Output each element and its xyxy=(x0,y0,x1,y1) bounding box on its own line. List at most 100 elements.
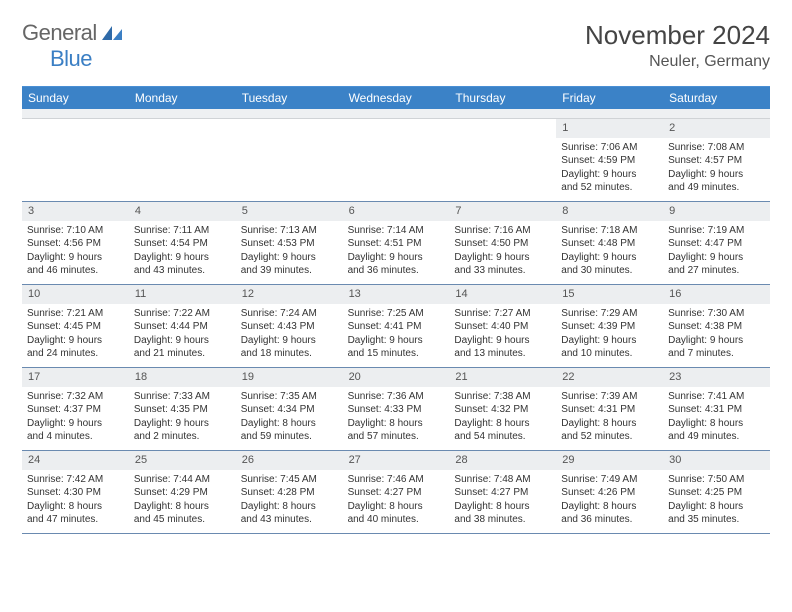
cell-sunset: Sunset: 4:29 PM xyxy=(134,486,231,500)
cell-daylight2: and 27 minutes. xyxy=(668,264,765,278)
date-number: 25 xyxy=(129,451,236,470)
cell-sunset: Sunset: 4:33 PM xyxy=(348,403,445,417)
cell-sunrise: Sunrise: 7:41 AM xyxy=(668,390,765,404)
calendar-cell: 18Sunrise: 7:33 AMSunset: 4:35 PMDayligh… xyxy=(129,368,236,450)
date-number: 17 xyxy=(22,368,129,387)
cell-daylight1: Daylight: 9 hours xyxy=(27,251,124,265)
cell-sunrise: Sunrise: 7:29 AM xyxy=(561,307,658,321)
cell-sunset: Sunset: 4:57 PM xyxy=(668,154,765,168)
cell-daylight2: and 36 minutes. xyxy=(348,264,445,278)
week-row: 17Sunrise: 7:32 AMSunset: 4:37 PMDayligh… xyxy=(22,368,770,451)
cell-sunset: Sunset: 4:59 PM xyxy=(561,154,658,168)
cell-sunset: Sunset: 4:27 PM xyxy=(454,486,551,500)
cell-sunrise: Sunrise: 7:25 AM xyxy=(348,307,445,321)
calendar-cell: 14Sunrise: 7:27 AMSunset: 4:40 PMDayligh… xyxy=(449,285,556,367)
cell-sunset: Sunset: 4:43 PM xyxy=(241,320,338,334)
cell-sunrise: Sunrise: 7:30 AM xyxy=(668,307,765,321)
cell-sunrise: Sunrise: 7:44 AM xyxy=(134,473,231,487)
calendar-cell: 24Sunrise: 7:42 AMSunset: 4:30 PMDayligh… xyxy=(22,451,129,533)
cell-sunrise: Sunrise: 7:46 AM xyxy=(348,473,445,487)
calendar-cell: 16Sunrise: 7:30 AMSunset: 4:38 PMDayligh… xyxy=(663,285,770,367)
cell-sunrise: Sunrise: 7:18 AM xyxy=(561,224,658,238)
cell-daylight1: Daylight: 8 hours xyxy=(668,500,765,514)
calendar-cell: 15Sunrise: 7:29 AMSunset: 4:39 PMDayligh… xyxy=(556,285,663,367)
cell-sunrise: Sunrise: 7:16 AM xyxy=(454,224,551,238)
date-number: 21 xyxy=(449,368,556,387)
date-number: 22 xyxy=(556,368,663,387)
cell-daylight2: and 35 minutes. xyxy=(668,513,765,527)
calendar-cell: 26Sunrise: 7:45 AMSunset: 4:28 PMDayligh… xyxy=(236,451,343,533)
calendar-cell: 22Sunrise: 7:39 AMSunset: 4:31 PMDayligh… xyxy=(556,368,663,450)
title-block: November 2024 Neuler, Germany xyxy=(585,20,770,71)
cell-sunset: Sunset: 4:40 PM xyxy=(454,320,551,334)
calendar-cell: 27Sunrise: 7:46 AMSunset: 4:27 PMDayligh… xyxy=(343,451,450,533)
date-number: 1 xyxy=(556,119,663,138)
cell-daylight2: and 52 minutes. xyxy=(561,430,658,444)
cell-daylight1: Daylight: 9 hours xyxy=(561,334,658,348)
date-number: 16 xyxy=(663,285,770,304)
cell-sunrise: Sunrise: 7:21 AM xyxy=(27,307,124,321)
week-row: 24Sunrise: 7:42 AMSunset: 4:30 PMDayligh… xyxy=(22,451,770,534)
calendar-cell: 23Sunrise: 7:41 AMSunset: 4:31 PMDayligh… xyxy=(663,368,770,450)
cell-daylight2: and 24 minutes. xyxy=(27,347,124,361)
date-number: 8 xyxy=(556,202,663,221)
cell-sunset: Sunset: 4:48 PM xyxy=(561,237,658,251)
calendar-cell xyxy=(129,119,236,201)
cell-sunset: Sunset: 4:41 PM xyxy=(348,320,445,334)
cell-sunrise: Sunrise: 7:24 AM xyxy=(241,307,338,321)
day-header-mon: Monday xyxy=(129,87,236,109)
day-header-thu: Thursday xyxy=(449,87,556,109)
cell-daylight2: and 59 minutes. xyxy=(241,430,338,444)
cell-sunrise: Sunrise: 7:14 AM xyxy=(348,224,445,238)
cell-daylight1: Daylight: 9 hours xyxy=(348,251,445,265)
day-header-sat: Saturday xyxy=(663,87,770,109)
cell-daylight1: Daylight: 8 hours xyxy=(134,500,231,514)
cell-sunset: Sunset: 4:27 PM xyxy=(348,486,445,500)
calendar-cell: 19Sunrise: 7:35 AMSunset: 4:34 PMDayligh… xyxy=(236,368,343,450)
date-number: 7 xyxy=(449,202,556,221)
cell-sunrise: Sunrise: 7:06 AM xyxy=(561,141,658,155)
date-number: 3 xyxy=(22,202,129,221)
cell-sunrise: Sunrise: 7:45 AM xyxy=(241,473,338,487)
weeks-container: 1 Sunrise: 7:06 AMSunset: 4:59 PM Daylight… xyxy=(22,119,770,534)
calendar-cell: 2Sunrise: 7:08 AMSunset: 4:57 PMDaylight… xyxy=(663,119,770,201)
cell-sunset: Sunset: 4:38 PM xyxy=(668,320,765,334)
cell-sunset: Sunset: 4:47 PM xyxy=(668,237,765,251)
calendar-cell: 12 Sunrise: 7:24 AMSunset: 4:43 PMDayligh… xyxy=(236,285,343,367)
logo-sail-icon xyxy=(102,24,124,43)
cell-sunrise: Sunrise: 7:48 AM xyxy=(454,473,551,487)
cell-daylight2: and 43 minutes. xyxy=(134,264,231,278)
calendar-cell: 29Sunrise: 7:49 AMSunset: 4:26 PMDayligh… xyxy=(556,451,663,533)
logo-line2: Blue xyxy=(50,46,92,71)
date-number: 14 xyxy=(449,285,556,304)
cell-daylight2: and 39 minutes. xyxy=(241,264,338,278)
day-header-tue: Tuesday xyxy=(236,87,343,109)
cell-daylight2: and 54 minutes. xyxy=(454,430,551,444)
cell-daylight1: Daylight: 9 hours xyxy=(561,251,658,265)
cell-daylight1: Daylight: 9 hours xyxy=(241,334,338,348)
calendar: Sunday Monday Tuesday Wednesday Thursday… xyxy=(22,86,770,534)
calendar-cell: 7Sunrise: 7:16 AMSunset: 4:50 PMDaylight… xyxy=(449,202,556,284)
cell-daylight1: Daylight: 9 hours xyxy=(134,417,231,431)
cell-daylight2: and 30 minutes. xyxy=(561,264,658,278)
cell-sunrise: Sunrise: 7:42 AM xyxy=(27,473,124,487)
date-number: 4 xyxy=(129,202,236,221)
cell-sunrise: Sunrise: 7:38 AM xyxy=(454,390,551,404)
cell-daylight1: Daylight: 8 hours xyxy=(241,417,338,431)
cell-daylight2: and 45 minutes. xyxy=(134,513,231,527)
cell-daylight2: and 10 minutes. xyxy=(561,347,658,361)
calendar-cell: 9Sunrise: 7:19 AMSunset: 4:47 PMDaylight… xyxy=(663,202,770,284)
cell-daylight1: Daylight: 9 hours xyxy=(348,334,445,348)
cell-daylight1: Daylight: 9 hours xyxy=(27,334,124,348)
cell-daylight2: and 40 minutes. xyxy=(348,513,445,527)
date-number: 12 xyxy=(236,285,343,304)
date-number: 19 xyxy=(236,368,343,387)
cell-sunrise: Sunrise: 7:36 AM xyxy=(348,390,445,404)
cell-daylight2: and 21 minutes. xyxy=(134,347,231,361)
calendar-cell: 6Sunrise: 7:14 AMSunset: 4:51 PMDaylight… xyxy=(343,202,450,284)
calendar-cell xyxy=(22,119,129,201)
calendar-cell xyxy=(343,119,450,201)
cell-daylight2: and 43 minutes. xyxy=(241,513,338,527)
date-number: 30 xyxy=(663,451,770,470)
cell-daylight1: Daylight: 8 hours xyxy=(27,500,124,514)
